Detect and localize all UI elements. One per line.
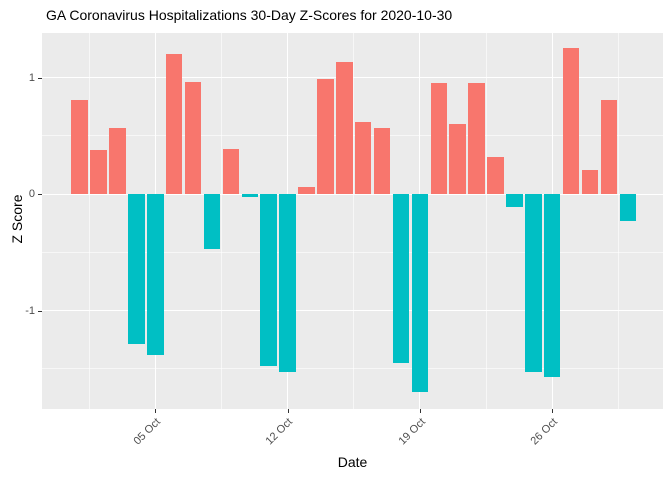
y-axis-tick-mark [38, 77, 42, 79]
gridline-minor-horizontal [42, 368, 663, 370]
bar [336, 62, 353, 194]
y-axis-tick-label: -1 [25, 304, 35, 317]
bar [411, 194, 429, 393]
bar [373, 127, 391, 194]
gridline-minor-vertical [353, 33, 355, 409]
gridline-major-horizontal [42, 193, 663, 195]
bar [260, 194, 277, 367]
bar [184, 82, 202, 194]
x-axis-tick-label: 05 Oct [131, 416, 163, 448]
y-axis-tick-mark [38, 310, 42, 312]
bar [619, 194, 637, 221]
bar [543, 194, 561, 377]
bar [71, 99, 88, 194]
gridline-major-horizontal [42, 310, 663, 311]
x-axis-tick-mark [155, 409, 157, 413]
x-axis-tick-label: 12 Oct [263, 416, 296, 448]
bar [449, 124, 466, 194]
bar [581, 169, 599, 194]
y-axis-title: Z Score [9, 194, 25, 244]
bar [128, 194, 145, 345]
chart-title: GA Coronavirus Hospitalizations 30-Day Z… [46, 7, 453, 23]
x-axis-tick-label: 19 Oct [395, 416, 428, 448]
bar [165, 54, 183, 194]
bar [222, 148, 240, 194]
x-axis-title: Date [337, 454, 368, 470]
bar [354, 121, 372, 194]
bar [317, 78, 334, 194]
x-axis-tick-mark [552, 409, 554, 413]
gridline-minor-vertical [617, 33, 619, 409]
x-axis-tick-label: 26 Oct [528, 416, 560, 448]
plot-panel [42, 33, 663, 409]
bar [506, 194, 523, 207]
gridline-minor-vertical [220, 33, 222, 409]
x-axis-tick-mark [419, 409, 421, 413]
bar [279, 194, 296, 373]
bar [241, 194, 259, 198]
bar [562, 48, 580, 194]
y-axis-tick-mark [38, 194, 42, 195]
gridline-minor-horizontal [42, 251, 663, 253]
bar [600, 99, 618, 194]
bar [298, 187, 315, 194]
bar [147, 194, 164, 355]
y-axis-tick-label: 1 [28, 71, 35, 84]
x-axis-tick-mark [287, 409, 289, 413]
bar [468, 83, 485, 194]
y-axis-tick-label: 0 [28, 188, 35, 200]
gridline-minor-vertical [88, 33, 90, 409]
bar [430, 83, 448, 194]
bar [203, 194, 221, 249]
bar [392, 194, 410, 363]
bar [525, 194, 542, 373]
gridline-minor-vertical [485, 33, 487, 409]
bar [90, 149, 107, 194]
bar [109, 127, 126, 194]
bar [487, 156, 504, 194]
